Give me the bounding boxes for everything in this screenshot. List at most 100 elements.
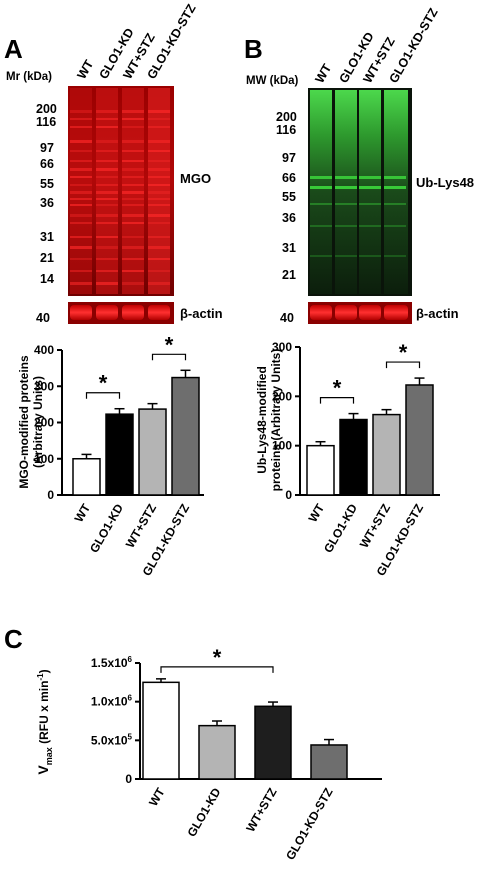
blot-band xyxy=(122,214,144,217)
significance-star: * xyxy=(399,340,408,365)
blot-band xyxy=(122,184,144,186)
significance-star: * xyxy=(165,332,174,357)
marker-a-55: 55 xyxy=(40,177,54,191)
blot-band xyxy=(148,176,170,178)
blot-band xyxy=(148,258,170,260)
marker-a-31: 31 xyxy=(40,230,54,244)
blot-band xyxy=(310,176,332,179)
blot-band xyxy=(148,204,170,206)
blot-band xyxy=(148,168,170,171)
bar-wt xyxy=(306,444,335,496)
x-tick-label: GLO1-KD xyxy=(321,501,360,555)
blot-band xyxy=(122,160,144,162)
marker-a-200: 200 xyxy=(36,102,57,116)
blot-band xyxy=(70,246,92,249)
y-tick-label: 0 xyxy=(125,772,132,786)
blot-band xyxy=(70,270,92,272)
blot-band xyxy=(96,246,118,249)
blot-band xyxy=(122,191,144,194)
blot-band xyxy=(122,140,144,143)
marker-b-66: 66 xyxy=(282,171,296,185)
blot-a-bands xyxy=(70,110,170,285)
actin-blot-b xyxy=(308,302,412,324)
mw-title-a: Mr (kDa) xyxy=(6,71,52,83)
blot-band xyxy=(96,140,118,143)
bar-chart-ub-lys48: 0100200300WTGLO1-KDWT+STZGLO1-KD-STZ**Ub… xyxy=(255,340,440,578)
y-tick-label: 200 xyxy=(272,389,292,403)
significance-star: * xyxy=(333,376,342,401)
blot-band xyxy=(122,118,144,120)
marker-labels-a: 200 116 97 66 55 36 31 21 14 xyxy=(36,102,57,286)
x-tick-label: WT xyxy=(146,785,168,809)
actin-marker-a: 40 xyxy=(36,311,50,325)
blot-band xyxy=(335,186,357,189)
marker-a-36: 36 xyxy=(40,196,54,210)
blot-band xyxy=(122,258,144,260)
x-tick-label: WT+STZ xyxy=(123,502,159,551)
bar-wt-stz xyxy=(138,408,167,496)
lane-labels-a: WT GLO1-KD WT+STZ GLO1-KD-STZ xyxy=(74,1,198,81)
y-tick-label: 1.0x106 xyxy=(91,694,133,709)
blot-band xyxy=(96,270,118,272)
blot-band xyxy=(359,255,381,257)
blot-band xyxy=(148,214,170,217)
significance-bracket xyxy=(160,666,274,673)
blot-band xyxy=(70,214,92,217)
blot-band xyxy=(96,236,118,238)
blot-band xyxy=(122,150,144,152)
bar-wt xyxy=(142,681,180,780)
blot-band xyxy=(148,118,170,120)
blot-band xyxy=(122,198,144,200)
marker-b-21: 21 xyxy=(282,268,296,282)
marker-a-116: 116 xyxy=(36,115,56,129)
bar-glo1-kd-stz xyxy=(405,384,434,496)
blot-band xyxy=(96,198,118,200)
x-tick-label: WT+STZ xyxy=(243,786,279,835)
y-axis-label: MGO-modified proteins(Arbitrary Units) xyxy=(17,355,45,489)
y-tick-label: 0 xyxy=(285,488,292,502)
bar-glo1-kd-stz xyxy=(310,744,348,780)
y-tick-label: 5.0x105 xyxy=(91,732,133,747)
blot-band xyxy=(384,176,406,179)
panel-letter-b: B xyxy=(244,34,263,64)
actin-label-b: β-actin xyxy=(416,306,459,321)
blot-b-bands xyxy=(310,176,406,257)
blot-band xyxy=(70,118,92,120)
lane-label-b-1: WT xyxy=(312,61,334,85)
blot-band xyxy=(96,191,118,194)
bar-wt xyxy=(72,458,101,496)
marker-b-116: 116 xyxy=(276,123,296,137)
blot-band xyxy=(335,255,357,257)
marker-a-97: 97 xyxy=(40,141,54,155)
western-blot-ub-lys48 xyxy=(308,88,412,296)
y-tick-label: 300 xyxy=(272,340,292,354)
blot-band xyxy=(148,140,170,143)
significance-star: * xyxy=(99,371,108,396)
actin-label-a: β-actin xyxy=(180,306,223,321)
blot-band xyxy=(122,168,144,171)
blot-band xyxy=(310,225,332,227)
panel-letter-c: C xyxy=(4,624,23,654)
blot-band xyxy=(148,184,170,186)
blot-band xyxy=(384,203,406,205)
blot-band xyxy=(96,176,118,178)
blot-band xyxy=(122,222,144,224)
panel-letter-a: A xyxy=(4,34,23,64)
bar-glo1-kd-stz xyxy=(171,376,200,496)
marker-b-36: 36 xyxy=(282,211,296,225)
bar-chart-vmax: 0 5.0x105 1.0x106 1.5x106 WT GLO1-KD WT+STZ GLO… xyxy=(35,645,382,862)
y-tick-label: 100 xyxy=(34,452,54,466)
blot-band xyxy=(70,204,92,206)
blot-band xyxy=(122,236,144,238)
blot-band xyxy=(96,168,118,171)
blot-band xyxy=(70,282,92,285)
blot-band xyxy=(122,176,144,178)
x-tick-label: GLO1-KD xyxy=(184,785,223,839)
blot-band xyxy=(70,160,92,162)
y-tick-label: 0 xyxy=(47,488,54,502)
blot-band xyxy=(96,222,118,224)
blot-band xyxy=(335,225,357,227)
blot-band xyxy=(70,176,92,178)
blot-band xyxy=(96,214,118,217)
